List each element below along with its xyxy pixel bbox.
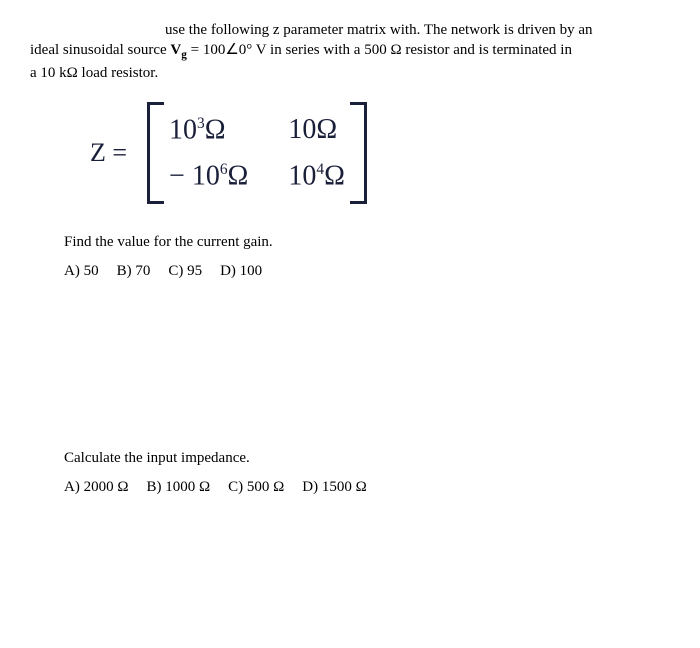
q1-choice-d[interactable]: D) 100 bbox=[220, 263, 262, 280]
z11: 103Ω bbox=[169, 116, 248, 144]
page: use the following z parameter matrix wit… bbox=[0, 0, 700, 648]
problem-intro: use the following z parameter matrix wit… bbox=[30, 20, 670, 84]
z21: − 106Ω bbox=[169, 162, 248, 190]
q2-choices: A) 2000 Ω B) 1000 Ω C) 500 Ω D) 1500 Ω bbox=[64, 479, 670, 496]
z21-unit: Ω bbox=[228, 160, 249, 191]
z22-exp: 4 bbox=[316, 161, 324, 178]
q2-choice-d[interactable]: D) 1500 Ω bbox=[302, 479, 366, 496]
z11-exp: 3 bbox=[197, 115, 205, 132]
q1-choice-b[interactable]: B) 70 bbox=[117, 263, 151, 280]
q2-choice-a[interactable]: A) 2000 Ω bbox=[64, 479, 128, 496]
z21-base: − 10 bbox=[169, 160, 220, 191]
q1-choices: A) 50 B) 70 C) 95 D) 100 bbox=[64, 263, 670, 280]
z21-exp: 6 bbox=[220, 161, 228, 178]
intro-line2-pre: ideal sinusoidal source bbox=[30, 42, 170, 58]
q2-choice-b[interactable]: B) 1000 Ω bbox=[146, 479, 210, 496]
intro-line3: a 10 kΩ load resistor. bbox=[30, 65, 158, 81]
question-1-block: Find the value for the current gain. A) … bbox=[64, 234, 670, 280]
q1-choice-c[interactable]: C) 95 bbox=[168, 263, 202, 280]
z22: 104Ω bbox=[288, 162, 345, 190]
z12: 10Ω bbox=[288, 116, 345, 144]
bracket-right bbox=[350, 102, 367, 205]
z-equals-label: Z = bbox=[90, 138, 127, 168]
z11-base: 10 bbox=[169, 114, 197, 145]
question-2-block: Calculate the input impedance. A) 2000 Ω… bbox=[64, 450, 670, 496]
q1-prompt: Find the value for the current gain. bbox=[64, 234, 670, 251]
q2-prompt: Calculate the input impedance. bbox=[64, 450, 670, 467]
bracket-left bbox=[147, 102, 164, 205]
vg-symbol: V bbox=[170, 42, 181, 58]
z22-base: 10 bbox=[288, 160, 316, 191]
z-matrix-block: Z = 103Ω 10Ω − 106Ω 104Ω bbox=[90, 102, 670, 205]
q2-choice-c[interactable]: C) 500 Ω bbox=[228, 479, 284, 496]
z11-unit: Ω bbox=[205, 114, 226, 145]
matrix-grid: 103Ω 10Ω − 106Ω 104Ω bbox=[165, 110, 349, 197]
intro-line2-post: = 100∠0° V in series with a 500 Ω resist… bbox=[187, 42, 572, 58]
z22-unit: Ω bbox=[324, 160, 345, 191]
intro-line1: use the following z parameter matrix wit… bbox=[165, 22, 593, 38]
q1-choice-a[interactable]: A) 50 bbox=[64, 263, 99, 280]
z-matrix: 103Ω 10Ω − 106Ω 104Ω bbox=[147, 102, 367, 205]
